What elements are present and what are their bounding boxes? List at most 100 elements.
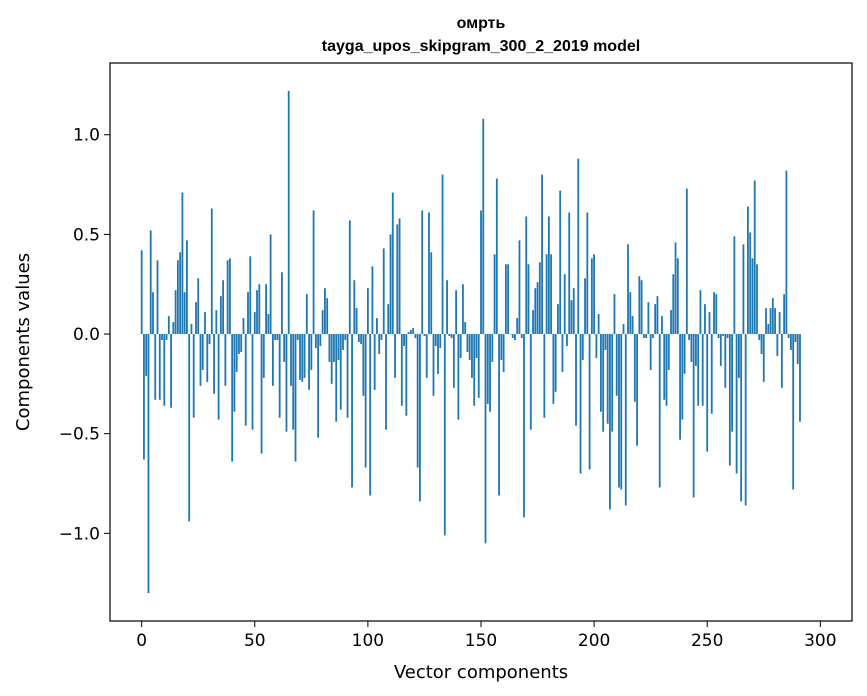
bar bbox=[758, 334, 761, 341]
bar bbox=[649, 334, 652, 370]
bar bbox=[740, 334, 743, 502]
bar bbox=[156, 260, 159, 335]
bar bbox=[416, 334, 419, 468]
bar bbox=[471, 334, 473, 378]
bar bbox=[147, 334, 150, 594]
bar bbox=[165, 334, 168, 341]
bar bbox=[213, 334, 215, 394]
bar bbox=[425, 334, 428, 378]
x-tick-label: 0 bbox=[136, 631, 147, 651]
x-axis-label: Vector components bbox=[394, 662, 568, 683]
bar bbox=[319, 334, 322, 346]
bar bbox=[713, 292, 715, 335]
bar bbox=[186, 240, 188, 335]
bar bbox=[618, 334, 620, 488]
bar bbox=[351, 334, 353, 488]
bar bbox=[559, 190, 562, 335]
bar bbox=[192, 334, 195, 418]
bar bbox=[455, 290, 458, 335]
bar bbox=[197, 278, 200, 335]
bar bbox=[688, 334, 691, 341]
bar bbox=[292, 334, 295, 430]
bar bbox=[290, 334, 292, 386]
bar bbox=[579, 334, 582, 474]
bar bbox=[412, 328, 415, 335]
bar bbox=[215, 310, 218, 335]
bar bbox=[201, 334, 204, 370]
bar bbox=[640, 280, 643, 335]
y-tick-label: −0.5 bbox=[59, 425, 100, 445]
bar bbox=[208, 334, 211, 344]
bar bbox=[638, 276, 641, 335]
bar bbox=[342, 334, 344, 350]
bar bbox=[715, 294, 718, 335]
bar bbox=[452, 334, 455, 388]
bar bbox=[552, 334, 555, 404]
bar bbox=[217, 334, 220, 420]
bar bbox=[312, 210, 315, 335]
bar bbox=[527, 264, 530, 335]
bar bbox=[566, 334, 568, 346]
bar bbox=[371, 266, 374, 335]
bar bbox=[652, 334, 654, 339]
bar bbox=[710, 334, 713, 414]
bar bbox=[400, 334, 403, 406]
bar bbox=[394, 334, 396, 378]
bar bbox=[778, 312, 781, 335]
bar bbox=[396, 224, 399, 335]
x-tick-label: 100 bbox=[352, 631, 384, 651]
bar bbox=[507, 264, 510, 335]
bar bbox=[335, 334, 338, 422]
bar bbox=[572, 288, 575, 335]
bar bbox=[672, 274, 675, 335]
bar bbox=[170, 334, 172, 408]
bar bbox=[462, 284, 464, 335]
bar bbox=[258, 284, 261, 335]
bar bbox=[174, 290, 177, 335]
bar bbox=[697, 334, 700, 406]
bar bbox=[301, 334, 304, 382]
bar bbox=[706, 334, 709, 452]
bar bbox=[269, 234, 272, 335]
bar bbox=[597, 314, 600, 335]
bar bbox=[421, 210, 424, 335]
bar bbox=[281, 272, 283, 335]
bar bbox=[753, 180, 756, 335]
bar bbox=[247, 292, 249, 335]
bar bbox=[210, 208, 213, 335]
bar bbox=[333, 334, 335, 362]
bar bbox=[163, 334, 166, 406]
bar bbox=[274, 334, 277, 341]
bar bbox=[181, 192, 184, 335]
bar bbox=[314, 334, 317, 348]
bar bbox=[179, 252, 182, 335]
bar bbox=[299, 334, 301, 380]
bar bbox=[443, 334, 446, 536]
bar bbox=[231, 334, 234, 462]
bar bbox=[437, 334, 439, 374]
bar bbox=[330, 334, 333, 384]
bar bbox=[532, 310, 534, 335]
bar bbox=[366, 288, 369, 335]
bar bbox=[473, 334, 476, 406]
bar bbox=[158, 334, 161, 400]
bar bbox=[550, 254, 553, 335]
bar bbox=[324, 288, 326, 335]
bar bbox=[346, 334, 349, 418]
bar bbox=[265, 284, 267, 335]
bar bbox=[667, 334, 670, 370]
bar bbox=[681, 334, 684, 420]
bar bbox=[780, 334, 783, 388]
bar bbox=[235, 334, 238, 372]
bar bbox=[536, 282, 539, 335]
bar bbox=[767, 324, 770, 335]
bar bbox=[430, 252, 433, 335]
bar bbox=[783, 294, 786, 335]
bar bbox=[728, 334, 731, 466]
bar bbox=[328, 334, 331, 362]
bar bbox=[792, 334, 795, 490]
bar bbox=[676, 258, 679, 335]
bar bbox=[308, 334, 310, 390]
bar bbox=[482, 118, 485, 335]
